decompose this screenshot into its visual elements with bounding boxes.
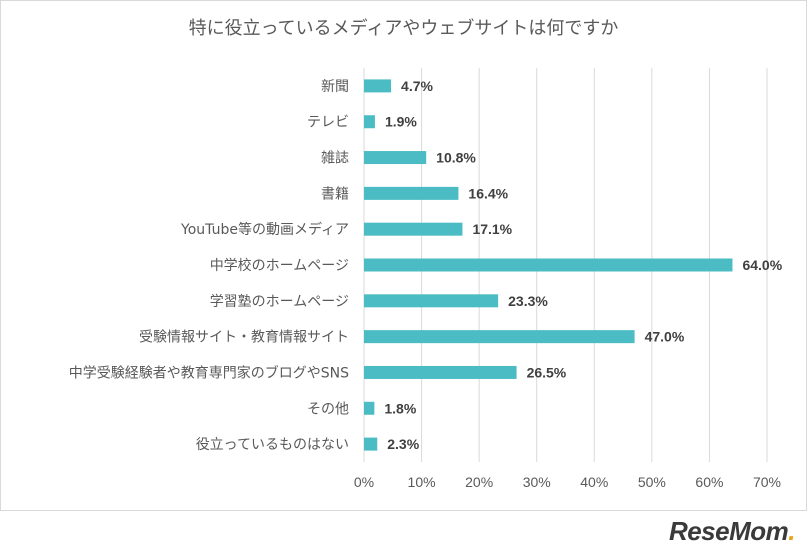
logo-text: ReseMom [668, 516, 789, 546]
resemom-logo: ReseMom. [668, 516, 796, 552]
category-label: その他 [307, 401, 349, 417]
category-label: 中学受験経験者や教育専門家のブログやSNS [69, 364, 349, 381]
bar [364, 222, 463, 236]
category-label: 役立っているものはない [196, 437, 349, 453]
data-label: 17.1% [472, 221, 512, 237]
x-tick-label: 60% [695, 474, 723, 490]
category-label: YouTube等の動画メディア [180, 221, 349, 238]
x-tick-label: 0% [354, 474, 374, 490]
x-tick-label: 70% [753, 474, 781, 490]
x-tick-label: 50% [638, 474, 666, 490]
x-tick-label: 40% [580, 474, 608, 490]
bar [364, 186, 459, 200]
category-label: 雑誌 [321, 151, 349, 167]
bar [364, 330, 635, 344]
chart-frame [0, 0, 807, 511]
bar [364, 401, 375, 415]
bar [364, 365, 517, 379]
x-tick-label: 20% [465, 474, 493, 490]
x-tick-label: 30% [523, 474, 551, 490]
logo-dot: . [788, 516, 795, 546]
bar [364, 258, 733, 272]
bar [364, 437, 378, 451]
bar [364, 151, 427, 165]
data-label: 1.9% [385, 114, 417, 130]
category-label: 書籍 [321, 185, 349, 202]
x-tick-label: 10% [408, 474, 436, 490]
data-label: 16.4% [468, 185, 508, 201]
bar [364, 294, 499, 308]
data-label: 47.0% [645, 329, 685, 345]
data-label: 10.8% [436, 150, 476, 166]
category-label: 新聞 [321, 79, 349, 95]
data-label: 26.5% [527, 364, 567, 380]
category-label: 学習塾のホームページ [210, 294, 349, 310]
category-label: 中学校のホームページ [210, 257, 349, 274]
category-label: 受験情報サイト・教育情報サイト [139, 330, 349, 346]
bar-chart: 0% 10% 20% 30% 40% 50% 60% 70% 新聞 4.7% テレビ 1.9% 雑誌 10… [69, 68, 783, 490]
bar [364, 79, 392, 93]
data-label: 4.7% [401, 78, 433, 94]
category-label: テレビ [307, 115, 349, 131]
data-label: 64.0% [742, 257, 782, 273]
data-label: 2.3% [387, 436, 419, 452]
chart-title: 特に役立っているメディアやウェブサイトは何ですか [188, 18, 619, 39]
data-label: 1.8% [384, 400, 416, 416]
bar [364, 115, 375, 129]
data-label: 23.3% [508, 293, 548, 309]
